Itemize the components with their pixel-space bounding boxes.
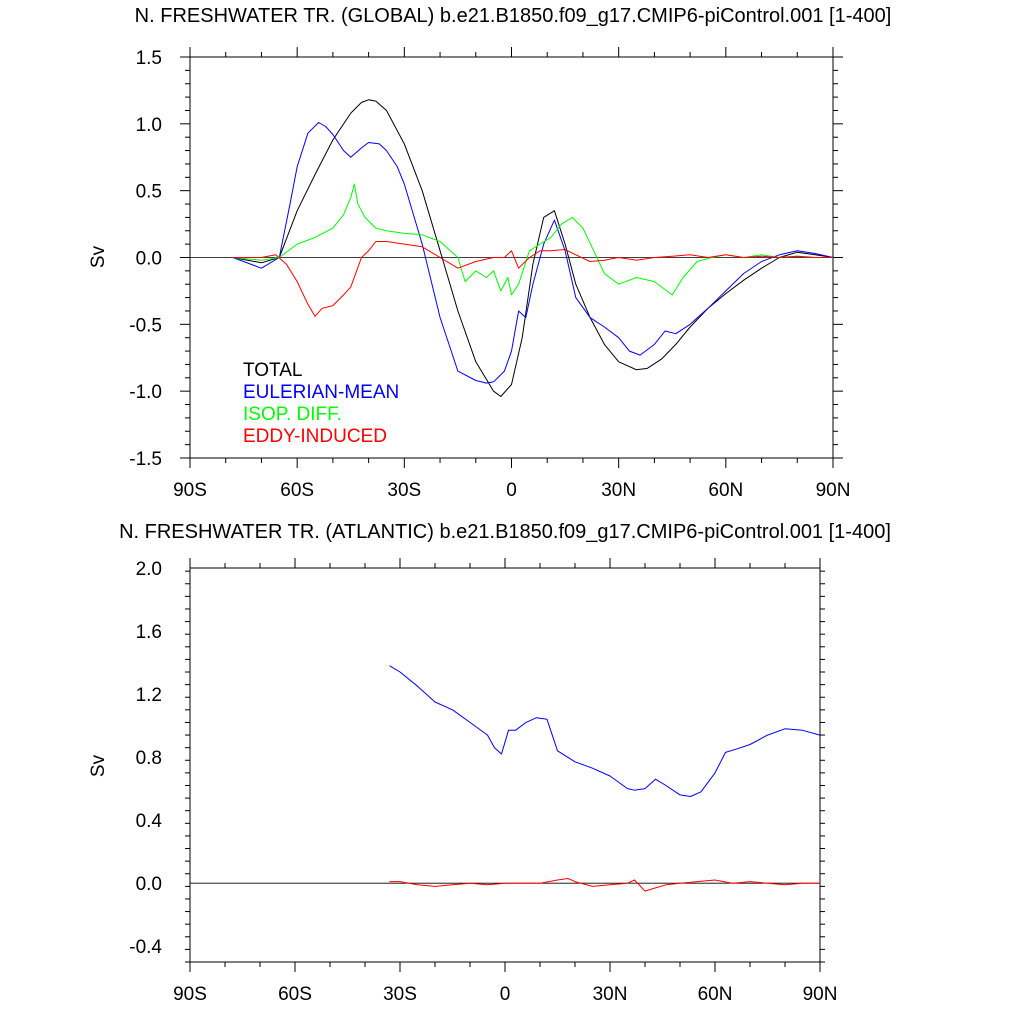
y-tick-label: 2.0 [136,559,162,580]
y-axis-label: Sv [88,754,109,777]
y-tick-label: 1.2 [136,685,162,706]
y-tick-label: -1.0 [129,382,162,403]
y-tick-label: -1.5 [129,449,162,470]
x-tick-label: 60N [708,480,743,501]
y-tick-label: 1.5 [136,48,162,69]
x-tick-label: 90S [173,984,207,1005]
x-tick-label: 60S [278,984,312,1005]
x-tick-label: 30S [387,480,421,501]
y-tick-label: 0.0 [136,249,162,270]
plot-frame [189,567,821,963]
y-tick-label: 1.6 [136,622,162,643]
x-tick-label: 0 [506,480,517,501]
x-tick-label: 30N [601,480,636,501]
legend-entry: TOTAL [243,360,302,381]
x-tick-label: 60N [698,984,733,1005]
x-tick-label: 0 [500,984,511,1005]
series-line-eulerian-mean [232,122,834,384]
chart-title: N. FRESHWATER TR. (GLOBAL) b.e21.B1850.f… [135,5,892,27]
x-tick-label: 90S [173,480,207,501]
series-line-total [232,99,834,397]
legend-entry: ISOP. DIFF. [243,404,342,425]
y-tick-label: 0.8 [136,748,162,769]
atlantic-freshwater-chart: N. FRESHWATER TR. (ATLANTIC) b.e21.B1850… [88,521,891,1005]
series-line-series-0 [389,665,821,797]
y-tick-label: 1.0 [136,115,162,136]
y-tick-label: 0.0 [136,874,162,895]
y-tick-label: -0.4 [129,937,162,958]
x-tick-label: 90N [816,480,851,501]
legend-entry: EDDY-INDUCED [243,426,387,447]
x-tick-label: 90N [803,984,838,1005]
legend-entry: EULERIAN-MEAN [243,382,399,403]
x-tick-label: 30S [383,984,417,1005]
series-line-eddy-induced [232,241,833,317]
global-freshwater-chart: N. FRESHWATER TR. (GLOBAL) b.e21.B1850.f… [88,5,891,501]
series-line-series-1 [389,878,820,892]
y-tick-label: 0.5 [136,182,162,203]
series-line-isop-diff [232,183,833,296]
x-tick-label: 60S [280,480,314,501]
y-tick-label: 0.4 [136,811,163,832]
chart-title: N. FRESHWATER TR. (ATLANTIC) b.e21.B1850… [119,521,891,543]
y-axis-label: Sv [88,245,109,268]
x-tick-label: 30N [593,984,628,1005]
y-tick-label: -0.5 [129,315,162,336]
